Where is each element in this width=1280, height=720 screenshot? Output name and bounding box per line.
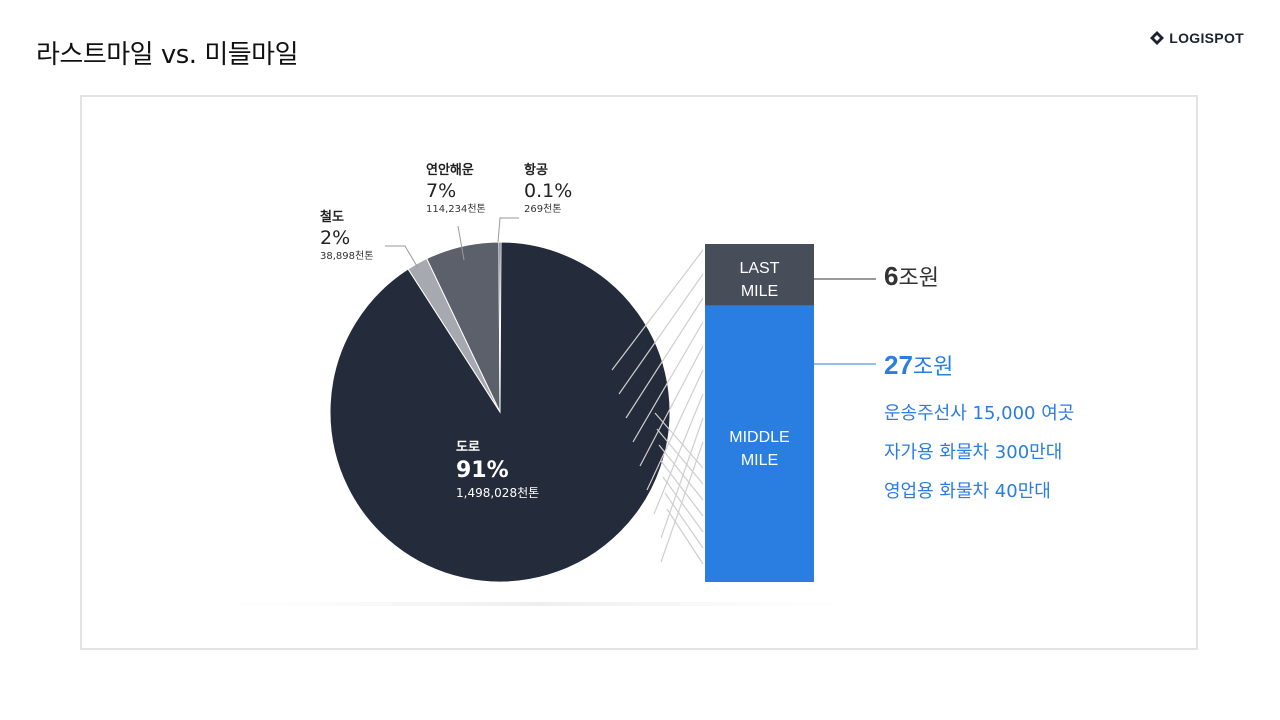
hatch-line bbox=[660, 460, 704, 517]
slice-volume: 269천톤 bbox=[524, 204, 562, 215]
slice-percent: 0.1% bbox=[524, 180, 573, 202]
amount-unit: 조원 bbox=[898, 266, 939, 291]
hatch-line bbox=[632, 321, 704, 443]
hatch-line bbox=[660, 441, 704, 563]
stacked-bar bbox=[705, 244, 814, 582]
hatch-line bbox=[646, 369, 704, 491]
logo-text: LOGISPOT bbox=[1169, 30, 1244, 46]
amount-number: 6 bbox=[884, 261, 899, 291]
bar-label-line: MILE bbox=[740, 283, 779, 300]
logo: LOGISPOT bbox=[1150, 30, 1244, 46]
leader-lines bbox=[385, 217, 876, 365]
slice-percent: 91% bbox=[456, 458, 509, 483]
middle-mile-amount: 27조원 bbox=[884, 349, 953, 381]
hatch-line bbox=[664, 492, 704, 549]
chart-frame bbox=[80, 95, 1198, 650]
leader-rail bbox=[385, 245, 419, 269]
bar-segment-middle-mile bbox=[705, 305, 814, 582]
slice-name: 연안해운 bbox=[426, 163, 474, 178]
hatch-line bbox=[656, 428, 704, 485]
hatch-line bbox=[618, 273, 704, 395]
bar-label-last-mile: LAST MILE bbox=[705, 257, 814, 303]
middle-mile-detail: 영업용 화물차 40만대 bbox=[884, 481, 1051, 502]
hatch-line bbox=[662, 476, 704, 533]
zoom-connector-hatch bbox=[611, 249, 704, 565]
slice-percent: 2% bbox=[320, 227, 351, 249]
logo-diamond-icon bbox=[1150, 31, 1165, 45]
slice-label-air: 항공 0.1% 269천톤 bbox=[524, 163, 572, 216]
leader-coastal bbox=[457, 225, 465, 261]
slice-volume: 114,234천톤 bbox=[426, 204, 486, 215]
hatch-line bbox=[658, 444, 704, 501]
slice-name: 항공 bbox=[524, 163, 548, 178]
pie-slice-air bbox=[498, 241, 502, 413]
amount-number: 27 bbox=[884, 350, 913, 380]
middle-mile-detail: 운송주선사 15,000 여곳 bbox=[884, 403, 1075, 424]
hatch-line bbox=[639, 345, 704, 467]
last-mile-amount: 6조원 bbox=[884, 260, 939, 292]
chart-baseline-shadow bbox=[230, 602, 845, 606]
slice-volume: 38,898천톤 bbox=[320, 251, 374, 262]
bar-segment-last-mile bbox=[705, 244, 814, 306]
bar-label-middle-mile: MIDDLE MILE bbox=[705, 426, 814, 472]
middle-mile-detail: 자가용 화물차 300만대 bbox=[884, 442, 1063, 463]
pie-chart bbox=[329, 241, 671, 583]
slice-volume: 1,498,028천톤 bbox=[456, 486, 540, 500]
slice-label-road: 도로 91% 1,498,028천톤 bbox=[456, 440, 539, 501]
slice-label-coastal: 연안해운 7% 114,234천톤 bbox=[426, 163, 486, 216]
slice-percent: 7% bbox=[426, 180, 457, 202]
slice-name: 철도 bbox=[320, 210, 344, 225]
amount-unit: 조원 bbox=[912, 355, 954, 380]
hatch-line bbox=[666, 508, 704, 565]
leader-air bbox=[497, 217, 519, 243]
slice-label-rail: 철도 2% 38,898천톤 bbox=[320, 210, 373, 263]
hatch-line bbox=[625, 297, 704, 419]
hatch-line bbox=[654, 412, 704, 469]
hatch-line bbox=[660, 417, 704, 539]
page-title: 라스트마일 vs. 미들마일 bbox=[36, 40, 299, 70]
bar-label-line: MILE bbox=[740, 452, 779, 469]
slice-name: 도로 bbox=[456, 440, 480, 455]
hatch-line bbox=[611, 249, 704, 371]
bar-label-line: LAST bbox=[739, 260, 780, 277]
bar-label-line: MIDDLE bbox=[729, 429, 790, 446]
